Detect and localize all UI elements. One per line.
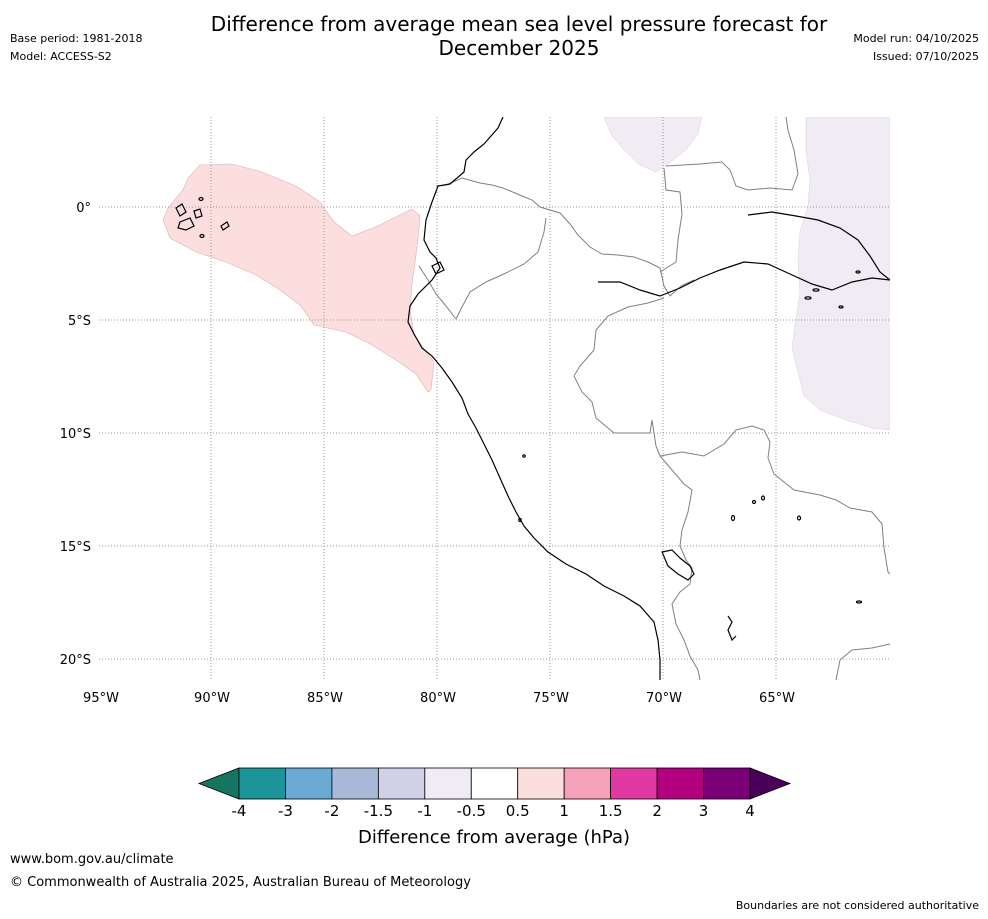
lat-label-20s: 20°S bbox=[60, 653, 91, 668]
lat-label-10s: 10°S bbox=[60, 427, 91, 442]
colorbar-tick-label: 4 bbox=[745, 802, 755, 820]
colorbar-cell bbox=[377, 767, 426, 800]
model-label: Model: ACCESS-S2 bbox=[10, 50, 112, 63]
colorbar-cell bbox=[703, 767, 751, 800]
colorbar-cell bbox=[563, 767, 612, 800]
colorbar-tick-label: -4 bbox=[232, 802, 247, 820]
chart-title: Difference from average mean sea level p… bbox=[210, 12, 828, 60]
coastlines bbox=[175, 117, 890, 680]
header-right-info: Model run: 04/10/2025 Issued: 07/10/2025 bbox=[853, 32, 979, 68]
colorbar-cell bbox=[517, 767, 565, 800]
colorbar-cell bbox=[470, 767, 519, 800]
negative-anomaly-region-east bbox=[791, 117, 890, 431]
lon-label-85w: 85°W bbox=[307, 691, 343, 706]
country-borders bbox=[418, 117, 890, 680]
model-run-label: Model run: 04/10/2025 bbox=[853, 32, 979, 45]
colorbar-cells bbox=[238, 767, 751, 800]
colorbar-ticks: -4 -3 -2 -1.5 -1 -0.5 0.5 1 1.5 2 3 4 bbox=[232, 802, 755, 820]
longitude-labels: 95°W 90°W 85°W 80°W 75°W 70°W 65°W bbox=[83, 691, 795, 706]
colorbar-tick-label: -1.5 bbox=[364, 802, 393, 820]
colorbar-tick-label: 1.5 bbox=[599, 802, 623, 820]
colorbar-tick-label: -3 bbox=[278, 802, 293, 820]
graticule bbox=[99, 117, 890, 680]
bom-climate-link[interactable]: www.bom.gov.au/climate bbox=[10, 852, 174, 867]
lon-label-90w: 90°W bbox=[194, 691, 230, 706]
base-period-label: Base period: 1981-2018 bbox=[10, 32, 143, 45]
colorbar-tick-label: 2 bbox=[652, 802, 662, 820]
issued-label: Issued: 07/10/2025 bbox=[872, 50, 979, 63]
lat-label-0: 0° bbox=[76, 201, 91, 216]
colorbar-tick-label: 1 bbox=[559, 802, 569, 820]
lon-label-80w: 80°W bbox=[420, 691, 456, 706]
lat-label-15s: 15°S bbox=[60, 540, 91, 555]
colorbar-cell bbox=[424, 767, 472, 800]
lon-label-70w: 70°W bbox=[646, 691, 682, 706]
colorbar-tick-label: 0.5 bbox=[506, 802, 530, 820]
map-area[interactable] bbox=[99, 117, 890, 680]
lat-label-5s: 5°S bbox=[68, 314, 91, 329]
lon-label-95w: 95°W bbox=[83, 691, 119, 706]
lon-label-75w: 75°W bbox=[533, 691, 569, 706]
colorbar-cell bbox=[656, 767, 704, 800]
positive-anomaly-region bbox=[162, 163, 435, 393]
colorbar-label: Difference from average (hPa) bbox=[358, 827, 630, 848]
copyright-notice: © Commonwealth of Australia 2025, Austra… bbox=[10, 875, 471, 890]
latitude-labels: 0° 5°S 10°S 15°S 20°S bbox=[60, 201, 91, 668]
colorbar-cell bbox=[238, 767, 286, 800]
lon-label-65w: 65°W bbox=[759, 691, 795, 706]
colorbar-cell bbox=[610, 767, 658, 800]
colorbar-under-arrow bbox=[197, 767, 240, 800]
colorbar-tick-label: -2 bbox=[324, 802, 339, 820]
colorbar-cell bbox=[331, 767, 379, 800]
colorbar-tick-label: -0.5 bbox=[457, 802, 486, 820]
colorbar-tick-label: 3 bbox=[699, 802, 709, 820]
boundaries-disclaimer: Boundaries are not considered authoritat… bbox=[735, 899, 979, 912]
negative-anomaly-region-north bbox=[603, 117, 703, 173]
colorbar: -4 -3 -2 -1.5 -1 -0.5 0.5 1 1.5 2 3 4 Difference fr… bbox=[197, 767, 792, 848]
colorbar-cell bbox=[285, 767, 333, 800]
colorbar-tick-label: -1 bbox=[417, 802, 432, 820]
colorbar-over-arrow bbox=[749, 767, 792, 800]
header-left-info: Base period: 1981-2018 Model: ACCESS-S2 bbox=[10, 32, 142, 68]
